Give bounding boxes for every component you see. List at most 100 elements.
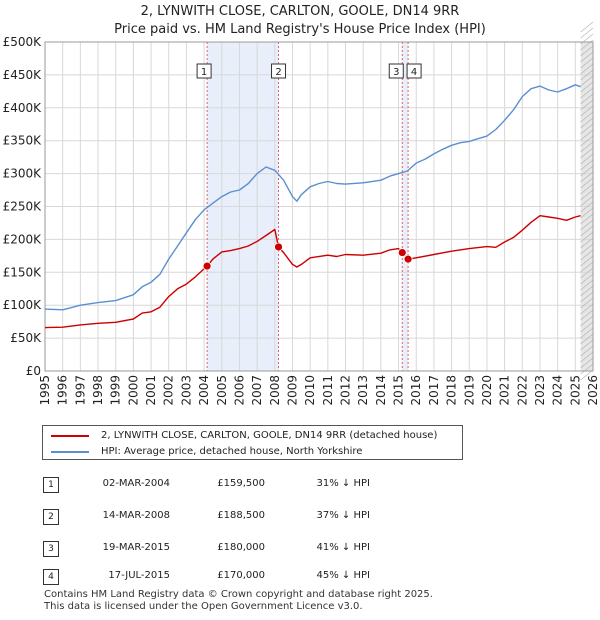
sale-label-box: [271, 63, 287, 79]
projection-hatch: [580, 369, 594, 381]
projection-hatch: [580, 195, 594, 207]
projection-hatch: [580, 351, 594, 363]
sale-date: 02-MAR-2004: [102, 478, 170, 489]
y-tick-label: £400K: [3, 101, 43, 115]
sale-point: [202, 261, 212, 271]
sale-point: [274, 242, 283, 252]
footer-line-copyright: Contains HM Land Registry data © Crown c…: [44, 589, 433, 600]
legend: 2, LYNWITH CLOSE, CARLTON, GOOLE, DN14 9…: [42, 425, 463, 460]
y-tick-label: £250K: [3, 200, 43, 214]
y-tick-label: £100K: [3, 298, 43, 312]
price-chart: 2, LYNWITH CLOSE, CARLTON, GOOLE, DN14 9…: [3, 4, 600, 406]
projection-hatch: [580, 321, 594, 333]
footer-line-licence: This data is licensed under the Open Gov…: [44, 601, 363, 612]
x-tick-label: 2021: [498, 375, 512, 406]
x-tick-label: 1995: [38, 375, 52, 406]
x-tick-label: 2009: [285, 375, 299, 406]
projection-hatch: [580, 363, 594, 375]
projection-hatch: [580, 303, 594, 315]
sale-label-number: 3: [393, 67, 399, 78]
legend-swatch-property: [51, 435, 89, 437]
projection-hatch: [580, 219, 594, 231]
y-tick-label: £500K: [3, 35, 43, 49]
x-tick-label: 2007: [250, 375, 264, 406]
y-tick-label: £50K: [10, 331, 42, 345]
projection-hatch: [580, 87, 594, 99]
x-tick-label: 2012: [339, 375, 353, 406]
x-tick-label: 2011: [321, 375, 335, 406]
legend-label-hpi: HPI: Average price, detached house, Nort…: [101, 446, 363, 457]
projection-hatch: [580, 81, 594, 93]
x-tick-label: 2026: [586, 375, 600, 406]
projection-hatch: [580, 273, 594, 285]
projection-hatch: [580, 93, 594, 105]
hpi-series-line: [44, 84, 581, 311]
projection-hatch: [580, 339, 594, 351]
sale-point: [403, 254, 413, 264]
sale-label-number: 1: [201, 67, 207, 78]
projection-hatch: [580, 267, 594, 279]
sale-label-box: [388, 63, 404, 79]
x-tick-label: 1997: [73, 375, 87, 406]
x-tick-label: 2000: [126, 375, 140, 406]
x-tick-label: 2022: [515, 375, 529, 406]
table-row: 1 02-MAR-2004 £159,500 31% ↓ HPI: [0, 474, 600, 496]
x-tick-label: 2003: [179, 375, 193, 406]
legend-label-property: 2, LYNWITH CLOSE, CARLTON, GOOLE, DN14 9…: [101, 430, 438, 441]
projection-hatch: [580, 153, 594, 165]
x-tick-label: 2005: [215, 375, 229, 406]
legend-swatch-hpi: [51, 451, 89, 453]
sale-price: £170,000: [217, 570, 265, 581]
projection-hatch: [580, 249, 594, 261]
projection-hatch: [580, 159, 594, 171]
projection-hatch: [580, 21, 594, 33]
projection-hatch: [580, 345, 594, 357]
table-row: 3 19-MAR-2015 £180,000 41% ↓ HPI: [0, 538, 600, 560]
y-tick-label: £450K: [3, 68, 43, 82]
projection-hatch: [580, 225, 594, 237]
y-tick-label: £0: [26, 364, 41, 378]
projection-hatch: [580, 315, 594, 327]
sale-number-badge: 2: [43, 509, 59, 525]
projection-hatch: [580, 357, 594, 369]
y-tick-label: £200K: [3, 232, 43, 246]
x-tick-label: 1996: [56, 375, 70, 406]
sale-label-number: 4: [411, 67, 417, 78]
projection-hatch: [580, 327, 594, 339]
projection-hatch: [580, 291, 594, 303]
x-tick-label: 2010: [303, 375, 317, 406]
table-row: 4 17-JUL-2015 £170,000 45% ↓ HPI: [0, 566, 600, 588]
projection-hatch: [580, 177, 594, 189]
x-tick-label: 2002: [162, 375, 176, 406]
projection-hatch: [580, 99, 594, 111]
footer-notice: Contains HM Land Registry data © Crown c…: [44, 589, 433, 613]
projection-hatch: [580, 165, 594, 177]
x-tick-label: 2020: [480, 375, 494, 406]
sale-label-box: [406, 63, 422, 79]
projection-hatch: [580, 189, 594, 201]
projection-hatch: [580, 213, 594, 225]
x-tick-label: 2025: [568, 375, 582, 406]
table-row: 2 14-MAR-2008 £188,500 37% ↓ HPI: [0, 506, 600, 528]
projection-hatch: [580, 129, 594, 141]
sale-hpi-diff: 41% ↓ HPI: [316, 542, 370, 553]
projection-hatch: [580, 171, 594, 183]
sale-number-badge: 1: [43, 477, 59, 493]
projection-hatch: [580, 123, 594, 135]
projection-hatch: [580, 27, 594, 39]
projection-hatch: [580, 243, 594, 255]
x-tick-label: 2001: [144, 375, 158, 406]
legend-item-property: 2, LYNWITH CLOSE, CARLTON, GOOLE, DN14 9…: [51, 428, 437, 444]
y-tick-label: £150K: [3, 265, 43, 279]
x-tick-label: 2018: [445, 375, 459, 406]
projection-hatch: [580, 231, 594, 243]
y-tick-label: £350K: [3, 134, 43, 148]
projection-hatch: [580, 297, 594, 309]
projection-hatch: [580, 45, 594, 57]
sale-price: £159,500: [217, 478, 265, 489]
sale-number-badge: 3: [43, 541, 59, 557]
projection-hatch: [580, 63, 594, 75]
x-tick-label: 2006: [232, 375, 246, 406]
sale-date: 19-MAR-2015: [102, 542, 170, 553]
x-tick-label: 1998: [91, 375, 105, 406]
